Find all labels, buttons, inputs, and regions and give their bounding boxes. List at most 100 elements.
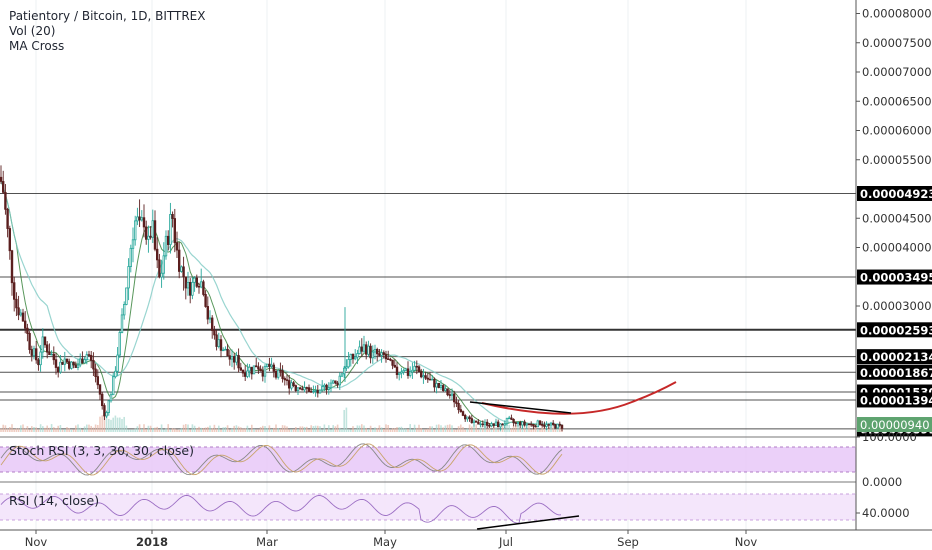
candle[interactable] — [400, 367, 403, 379]
candle[interactable] — [530, 421, 533, 427]
candle[interactable] — [127, 258, 130, 301]
candle[interactable] — [496, 419, 500, 428]
candle[interactable] — [4, 184, 7, 215]
candle[interactable] — [329, 379, 333, 393]
candle[interactable] — [120, 308, 124, 334]
candle[interactable] — [516, 421, 520, 427]
candle[interactable] — [140, 210, 144, 222]
candle[interactable] — [426, 373, 430, 383]
candle[interactable] — [422, 368, 425, 384]
candle[interactable] — [6, 207, 9, 238]
candle[interactable] — [415, 360, 419, 375]
candle[interactable] — [455, 396, 458, 407]
candle[interactable] — [235, 351, 238, 366]
candle[interactable] — [477, 419, 480, 425]
candle[interactable] — [292, 381, 295, 388]
candle[interactable] — [243, 365, 247, 382]
candle[interactable] — [411, 362, 414, 379]
candle[interactable] — [430, 374, 434, 381]
candle[interactable] — [259, 365, 262, 372]
candle[interactable] — [521, 421, 524, 429]
candle[interactable] — [514, 421, 518, 427]
candle[interactable] — [287, 374, 291, 395]
candle[interactable] — [147, 225, 150, 253]
candle[interactable] — [79, 353, 82, 368]
candle[interactable] — [279, 362, 282, 377]
candle[interactable] — [81, 351, 84, 364]
candle[interactable] — [285, 374, 289, 386]
candle[interactable] — [404, 367, 408, 371]
candle[interactable] — [195, 274, 199, 288]
candle[interactable] — [384, 350, 388, 363]
candle[interactable] — [303, 381, 306, 393]
candle[interactable] — [101, 391, 104, 410]
candle[interactable] — [72, 361, 75, 369]
candle[interactable] — [76, 358, 80, 371]
candle[interactable] — [375, 347, 379, 362]
candle[interactable] — [8, 225, 12, 260]
candle[interactable] — [472, 419, 476, 427]
candle[interactable] — [46, 341, 49, 359]
candle[interactable] — [151, 209, 155, 244]
candle[interactable] — [483, 419, 487, 428]
candle[interactable] — [138, 199, 141, 227]
candle[interactable] — [417, 364, 421, 373]
candle[interactable] — [461, 410, 465, 417]
candle[interactable] — [261, 366, 265, 382]
candle[interactable] — [492, 423, 496, 428]
candle[interactable] — [538, 420, 542, 426]
candle[interactable] — [448, 389, 452, 399]
candle[interactable] — [391, 359, 394, 370]
candle[interactable] — [543, 421, 546, 429]
candle[interactable] — [54, 352, 58, 375]
candle[interactable] — [556, 423, 559, 429]
candle[interactable] — [386, 350, 390, 360]
candle[interactable] — [274, 369, 278, 380]
candle[interactable] — [296, 387, 300, 395]
candle[interactable] — [512, 418, 515, 427]
candle[interactable] — [112, 372, 115, 396]
candle[interactable] — [204, 290, 207, 308]
candle[interactable] — [312, 385, 315, 394]
candle[interactable] — [369, 343, 372, 364]
candle[interactable] — [532, 423, 535, 430]
candle[interactable] — [197, 282, 201, 294]
candle[interactable] — [136, 207, 139, 226]
candle[interactable] — [364, 341, 368, 360]
candle[interactable] — [444, 384, 447, 392]
candle[interactable] — [23, 311, 27, 334]
candle[interactable] — [217, 332, 221, 349]
candle[interactable] — [17, 295, 20, 321]
candle[interactable] — [230, 349, 234, 368]
candle[interactable] — [474, 420, 478, 423]
candle[interactable] — [160, 259, 163, 288]
candle[interactable] — [114, 366, 117, 379]
candle[interactable] — [155, 237, 159, 269]
candle[interactable] — [237, 348, 240, 373]
candle[interactable] — [169, 202, 172, 254]
candle[interactable] — [90, 351, 93, 369]
candle[interactable] — [294, 384, 298, 393]
candle[interactable] — [213, 325, 216, 340]
candle[interactable] — [21, 308, 25, 322]
candle[interactable] — [41, 328, 45, 359]
candle[interactable] — [241, 369, 245, 377]
candle[interactable] — [254, 357, 258, 368]
candle[interactable] — [63, 351, 67, 372]
candle[interactable] — [268, 357, 271, 372]
candle[interactable] — [490, 421, 493, 428]
candle[interactable] — [153, 210, 157, 252]
candle[interactable] — [309, 387, 313, 393]
candle[interactable] — [221, 347, 225, 352]
candle[interactable] — [481, 420, 485, 428]
candle[interactable] — [397, 372, 401, 381]
candle[interactable] — [338, 372, 342, 391]
candle[interactable] — [345, 359, 348, 372]
candle[interactable] — [131, 227, 135, 263]
candle[interactable] — [541, 421, 544, 428]
candle[interactable] — [50, 350, 53, 356]
candle[interactable] — [28, 331, 31, 354]
candle[interactable] — [488, 423, 491, 428]
candle[interactable] — [452, 390, 456, 408]
